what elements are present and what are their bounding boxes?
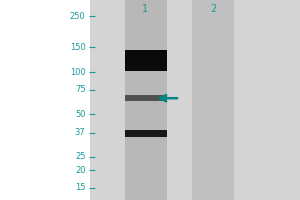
Text: 250: 250 [70,12,86,21]
Text: 20: 20 [75,166,86,175]
Bar [90,0,300,200]
Text: 150: 150 [70,43,86,52]
Text: 15: 15 [75,183,86,192]
Text: 25: 25 [75,152,86,161]
Text: 50: 50 [75,110,86,119]
Text: 100: 100 [70,68,86,77]
Text: 1: 1 [142,4,148,14]
Bar [124,130,167,137]
Text: 2: 2 [210,4,216,14]
Text: 75: 75 [75,85,86,94]
Text: 37: 37 [75,128,86,137]
Bar [124,0,167,200]
Bar [124,95,167,101]
Bar [192,0,234,200]
Bar [124,50,167,71]
